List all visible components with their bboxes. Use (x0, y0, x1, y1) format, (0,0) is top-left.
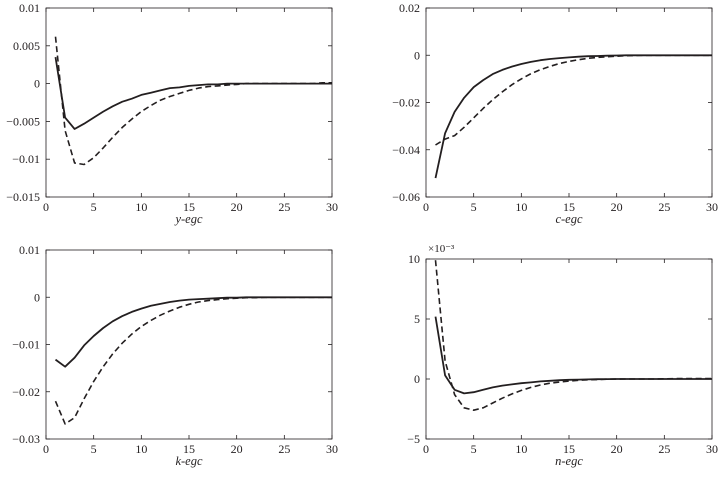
x-tick-label: 0 (423, 200, 429, 214)
x-tick-label: 30 (326, 200, 338, 214)
plot-frame (45, 7, 333, 198)
panel-1: 0 5 10 15 20 25 30 0.01 0.005 0 −0.005 −0.01 −0.015 y… (6, 1, 338, 226)
x-tick-label: 30 (706, 442, 718, 456)
x-tick-label: 10 (515, 442, 527, 456)
y-tick-label: 0 (414, 372, 420, 386)
x-tick-label: 15 (183, 442, 195, 456)
y-tick-label: 0.01 (19, 1, 40, 15)
x-tick-label: 20 (611, 200, 623, 214)
y-tick-label: 0 (414, 48, 420, 62)
plot-frame (425, 7, 713, 198)
x-tick-label: 0 (43, 200, 49, 214)
x-tick-label: 30 (706, 200, 718, 214)
x-tick-label: 15 (183, 200, 195, 214)
y-tick-label: 10 (408, 252, 420, 266)
series-line-dashed (435, 54, 712, 146)
y-tick-label: −0.04 (392, 143, 420, 157)
y-tick-label: −0.01 (12, 338, 40, 352)
x-tick-label: 5 (91, 200, 97, 214)
series-line-dashed (434, 260, 712, 412)
y-tick-label: 5 (414, 312, 420, 326)
series-line-dashed (54, 296, 332, 425)
x-tick-label: 25 (278, 442, 290, 456)
x-tick-label: 5 (471, 200, 477, 214)
y-tick-label: 0.02 (399, 1, 420, 15)
x-tick-label: 0 (43, 442, 49, 456)
x-tick-label: 15 (563, 442, 575, 456)
x-tick-label: 20 (611, 442, 623, 456)
y-tick-label: −5 (407, 432, 420, 446)
y-tick-label: −0.01 (12, 152, 40, 166)
y-tick-label: 0.005 (13, 39, 40, 53)
y-tick-label: −0.015 (6, 190, 40, 204)
y-tick-label: −0.02 (392, 96, 420, 110)
x-tick-label: 10 (135, 442, 147, 456)
x-tick-label: 0 (423, 442, 429, 456)
x-tick-label: 25 (278, 200, 290, 214)
y-tick-label: 0.01 (19, 243, 40, 257)
x-tick-label: 10 (515, 200, 527, 214)
series-line-solid (434, 54, 712, 179)
series-line-solid (54, 56, 332, 130)
y-tick-label: −0.02 (12, 385, 40, 399)
series-line-dashed (54, 36, 332, 166)
panel-2: 0 5 10 15 20 25 30 0.02 0 −0.02 −0.04 −0.06 c-egc (392, 1, 718, 226)
x-tick-label: 25 (658, 442, 670, 456)
y-tick-label: 0 (34, 290, 40, 304)
x-tick-label: 15 (563, 200, 575, 214)
x-tick-label: 30 (326, 442, 338, 456)
plot-frame (425, 258, 713, 440)
x-tick-label: 20 (231, 442, 243, 456)
x-tick-label: 25 (658, 200, 670, 214)
x-tick-label: 5 (91, 442, 97, 456)
x-axis-label: c-egc (555, 212, 583, 226)
x-axis-label: n-egc (555, 454, 583, 468)
plot-frame (45, 249, 333, 440)
panel-3: 0 5 10 15 20 25 30 0.01 0 −0.01 −0.02 −0.03 k-egc (12, 243, 338, 468)
y-tick-label: −0.06 (392, 190, 420, 204)
y-tick-label: −0.005 (6, 114, 40, 128)
y-tick-label: 0 (34, 77, 40, 91)
axis-multiplier: ×10⁻³ (428, 243, 455, 255)
x-tick-label: 20 (231, 200, 243, 214)
series-line-solid (434, 316, 712, 395)
x-tick-label: 10 (135, 200, 147, 214)
x-tick-label: 5 (471, 442, 477, 456)
x-axis-label: k-egc (175, 454, 203, 468)
y-tick-label: −0.03 (12, 432, 40, 446)
series-line-solid (54, 296, 332, 368)
x-axis-label: y-egc (173, 212, 203, 226)
